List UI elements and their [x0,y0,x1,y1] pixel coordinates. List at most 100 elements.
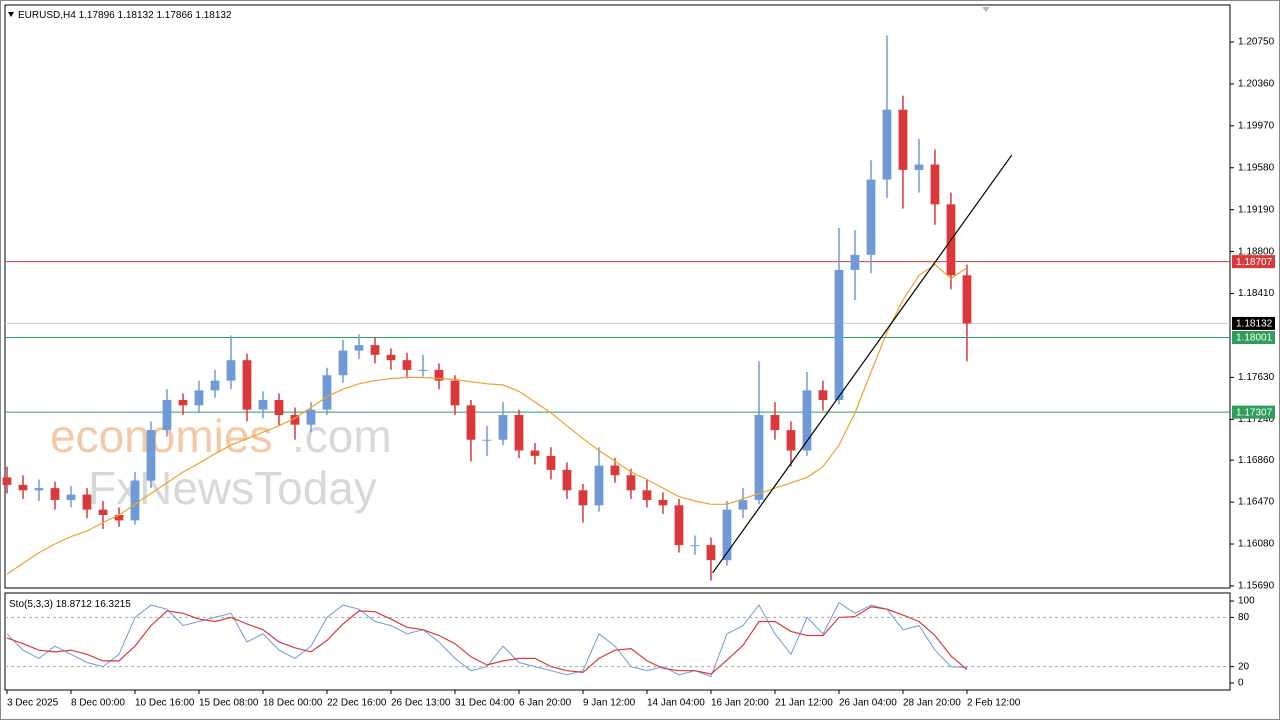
candle-body [914,164,924,170]
x-tick-label: 18 Dec 00:00 [263,698,323,709]
candle-body [450,380,460,406]
y-tick-label: 1.15690 [1238,581,1275,592]
candle-body [34,488,44,491]
price-level-tag [1232,255,1275,269]
candle-body [338,350,348,376]
candle-body [66,494,76,500]
candle-body [562,469,572,491]
x-tick-label: 6 Jan 20:00 [519,698,572,709]
y-tick-label: 1.19580 [1238,162,1275,173]
candle-body [418,369,428,371]
price-level-tag [1232,316,1275,330]
candle-body [786,430,796,451]
indicator-value: 16.3215 [95,599,132,610]
x-tick-label: 2 Feb 12:00 [967,698,1021,709]
stoch-main [6,601,968,678]
candle-body [626,475,636,491]
price-level-label: 1.18707 [1236,257,1273,268]
stoch-y-tick-label: 80 [1238,612,1250,623]
y-tick-label: 1.16470 [1238,497,1275,508]
header-value: 1.18132 [118,10,155,21]
y-tick-label: 1.18800 [1238,246,1275,257]
x-tick-label: 22 Dec 16:00 [327,698,387,709]
y-tick-label: 1.20360 [1238,79,1275,90]
candle-body [2,477,12,485]
candle-body [690,545,700,547]
candle-body [258,399,268,410]
candle-body [290,415,300,425]
trend-line [712,154,1013,574]
candle-body [274,399,284,416]
candle-body [98,509,108,516]
candle-body [546,455,556,470]
candle-body [610,465,620,476]
y-tick-label: 1.17240 [1238,414,1275,425]
price-level-label: 1.17307 [1236,407,1273,418]
candle-body [770,415,780,431]
candle-body [930,164,940,205]
stoch-y-tick-label: 0 [1238,678,1244,689]
candle-body [674,505,684,546]
y-tick-label: 1.17630 [1238,372,1275,383]
y-tick-label: 1.16860 [1238,455,1275,466]
candle-body [658,499,668,506]
y-tick-label: 1.20750 [1238,37,1275,48]
candle-body [386,354,396,361]
candle-body [722,509,732,561]
stochastic-header: Sto(5,3,3) 18.8712 16.3215 [9,599,131,610]
candle-body [962,275,972,324]
indicator-name: Sto(5,3,3) [9,599,53,610]
candle-body [482,439,492,441]
y-tick-label: 1.16080 [1238,539,1275,550]
x-tick-label: 3 Dec 2025 [7,698,59,709]
candle-body [738,499,748,510]
x-tick-label: 9 Jan 12:00 [583,698,636,709]
candle-body [834,269,844,400]
candle-body [50,488,60,500]
candle-body [242,360,252,410]
candle-body [530,450,540,456]
candle-body [514,415,524,451]
candle-body [194,390,204,406]
x-tick-label: 31 Dec 04:00 [455,698,515,709]
price-level-tag [1232,405,1275,419]
x-tick-label: 28 Jan 20:00 [903,698,961,709]
candle-body [354,345,364,351]
candle-body [402,360,412,370]
shift-marker [982,7,990,12]
x-tick-label: 16 Jan 20:00 [711,698,769,709]
candle-body [226,360,236,381]
candle-body [802,390,812,451]
candle-body [866,179,876,255]
candle-body [130,480,140,521]
candle-body [498,415,508,440]
chart-header: EURUSD,H4 1.17896 1.18132 1.17866 1.1813… [18,10,232,21]
header-arrow [8,12,14,17]
candle-body [466,405,476,440]
moving-average [6,263,968,575]
x-tick-label: 14 Jan 04:00 [647,698,705,709]
candle-body [594,465,604,506]
y-tick-label: 1.19190 [1238,204,1275,215]
symbol: EURUSD,H4 [18,10,76,21]
header-value: 1.17896 [79,10,116,21]
x-tick-label: 21 Jan 12:00 [775,698,833,709]
candle-body [898,109,908,170]
candle-body [754,415,764,500]
candle-body [210,380,220,391]
x-tick-label: 26 Jan 04:00 [839,698,897,709]
candle-body [850,254,860,270]
price-level-label: 1.18132 [1236,319,1273,330]
x-tick-label: 8 Dec 00:00 [71,698,125,709]
y-tick-label: 1.19970 [1238,120,1275,131]
candle-body [322,375,332,410]
watermark: economies [50,410,272,462]
stoch-signal [6,606,968,675]
candle-body [642,490,652,500]
stoch-y-tick-label: 20 [1238,661,1250,672]
price-level-tag [1232,331,1275,345]
candle-body [114,515,124,521]
x-tick-label: 10 Dec 16:00 [135,698,195,709]
stoch-y-tick-label: 100 [1238,596,1255,607]
